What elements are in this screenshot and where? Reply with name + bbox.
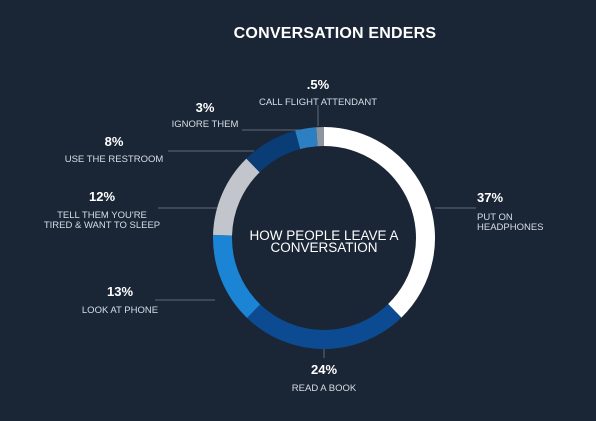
category-label-ignore-them: IGNORE THEM [172,119,239,130]
chart-title: CONVERSATION ENDERS [233,25,437,42]
donut-slices [213,127,436,349]
center-label-text: HOW PEOPLE LEAVE A CONVERSATION [249,228,398,255]
value-label-ignore-them: 3% [196,100,215,115]
slice-use-the-restroom [246,130,301,173]
category-label-read-a-book: READ A BOOK [292,383,357,394]
slice-ignore-them [295,127,318,150]
leader-lines [155,105,476,358]
value-label-look-at-phone: 13% [107,284,133,299]
value-label-use-the-restroom: 8% [105,134,124,149]
slice-put-on-headphones [324,127,436,318]
slice-tell-them-you-re-tired-want-to-sleep [213,158,260,236]
category-label-use-the-restroom: USE THE RESTROOM [65,154,164,165]
center-label: HOW PEOPLE LEAVE A CONVERSATION [249,228,398,255]
category-label-put-on-headphones: PUT ON HEADPHONES [477,212,544,233]
value-label-put-on-headphones: 37% [477,190,503,205]
slice-read-a-book [247,303,402,349]
slice-call-flight-attendant [316,127,324,147]
value-label-read-a-book: 24% [311,362,337,377]
slice-look-at-phone [213,234,261,319]
slice-labels: 37% PUT ON HEADPHONES 24% READ A BOOK 13% LOOK… [44,77,544,394]
category-label-tell-them-you-re-tired-want-to-sleep: TELL THEM YOU'RE TIRED & WANT TO SLEEP [44,210,160,231]
category-label-look-at-phone: LOOK AT PHONE [82,305,158,316]
value-label-call-flight-attendant: .5% [307,77,330,92]
category-label-call-flight-attendant: CALL FLIGHT ATTENDANT [259,97,377,108]
value-label-tell-them-you-re-tired-want-to-sleep: 12% [89,189,115,204]
